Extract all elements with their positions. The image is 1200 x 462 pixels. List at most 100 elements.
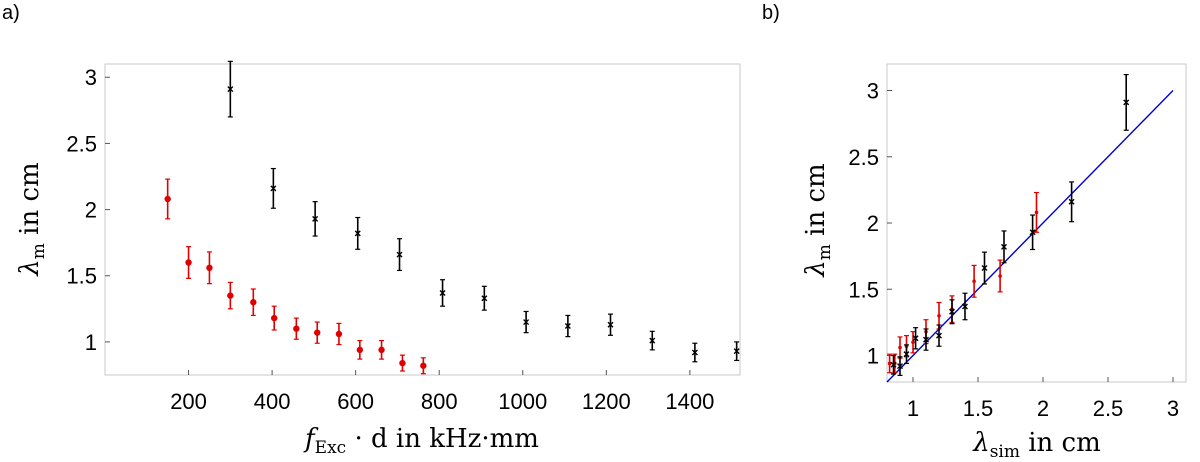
data-point (962, 303, 968, 310)
y-tick-label: 1 (85, 330, 97, 355)
panel-b-reference-line-group (886, 90, 1174, 383)
data-point (936, 332, 942, 339)
panel-b-x-axis-sub: sim (990, 442, 1020, 462)
data-point (897, 363, 903, 370)
series-red (164, 178, 427, 375)
x-tick-label: 1400 (665, 389, 714, 414)
y-tick-label: 2.5 (848, 145, 879, 170)
panel-b-series (887, 73, 1130, 376)
x-tick-label: 400 (254, 389, 291, 414)
x-tick-label: 800 (421, 389, 458, 414)
panel-a-x-axis-rest: · d in kHz·mm (346, 424, 539, 454)
x-tick-label: 1200 (582, 389, 631, 414)
panel-b-y-axis-var: λ (801, 260, 831, 277)
data-point (937, 313, 941, 318)
y-tick-label: 3 (85, 65, 97, 90)
x-tick-label: 600 (337, 389, 374, 414)
data-point (420, 362, 427, 369)
data-point (923, 336, 929, 343)
panel-a-x-axis-label: fExc · d in kHz·mm (303, 424, 539, 458)
panel-b-label: b) (762, 2, 780, 24)
data-point (733, 348, 740, 355)
data-point (378, 346, 385, 354)
series-red (887, 191, 1039, 374)
panel-a-y-axis-label: λm in cm (15, 162, 49, 276)
data-point (439, 289, 446, 296)
reference-line (886, 90, 1174, 383)
panel-a-label: a) (2, 2, 20, 24)
x-tick-label: 200 (170, 389, 207, 414)
series-black (227, 60, 740, 363)
panel-a-x-ticks: 200 400 600 800 1000 1200 1400 (170, 370, 714, 414)
y-tick-label: 2.5 (66, 131, 97, 156)
data-point (903, 351, 910, 358)
panel-b-x-axis-label: λsim in cm (972, 428, 1101, 462)
data-point (912, 335, 919, 342)
x-tick-label: 1000 (498, 389, 547, 414)
data-point (972, 279, 976, 284)
x-tick-label: 1 (907, 396, 919, 421)
data-point (649, 337, 656, 344)
y-tick-label: 2 (85, 198, 97, 223)
data-point (911, 340, 915, 345)
data-point (1034, 210, 1039, 215)
panel-a: a) 1 1.5 2 2.5 3 200 400 600 800 1000 1200 1400 fE… (2, 2, 741, 458)
data-point (312, 215, 319, 222)
data-point (607, 321, 614, 328)
panel-b-y-axis-sub: m (815, 244, 835, 260)
panel-b-y-axis-label: λm in cm (801, 163, 835, 277)
data-point (564, 323, 571, 330)
data-point (1001, 243, 1007, 250)
panel-a-x-axis-sub: Exc (315, 438, 347, 458)
data-point (185, 259, 192, 266)
panel-a-y-axis-rest: in cm (15, 162, 45, 243)
panel-a-y-ticks: 1 1.5 2 2.5 3 (66, 65, 110, 355)
data-point (981, 265, 988, 272)
data-point (335, 330, 343, 338)
panel-a-plot-area (104, 63, 741, 376)
data-point (270, 314, 278, 322)
data-point (399, 359, 406, 367)
data-point (354, 230, 361, 237)
x-tick-label: 1.5 (963, 396, 994, 421)
data-point (1123, 99, 1130, 106)
y-tick-label: 1.5 (66, 264, 97, 289)
data-point (227, 86, 234, 93)
data-point (270, 185, 277, 192)
data-point (481, 295, 488, 302)
data-point (356, 346, 364, 354)
data-point (293, 325, 300, 332)
panel-b: b) 11.522.53 1 1.5 2 2.5 3 λsim in cm λm in … (762, 2, 1187, 462)
series-black (890, 73, 1130, 376)
panel-b-y-ticks: 1 1.5 2 2.5 3 (848, 79, 892, 369)
panel-b-y-axis-rest: in cm (801, 163, 831, 244)
data-point (1068, 198, 1075, 205)
data-point (523, 319, 530, 326)
data-point (691, 349, 698, 356)
panel-a-y-axis-sub: m (29, 243, 49, 259)
data-point (314, 329, 321, 336)
data-point (1029, 229, 1036, 236)
x-tick-label: 3 (1167, 396, 1179, 421)
data-point (206, 264, 213, 272)
data-point (898, 345, 902, 350)
y-tick-label: 2 (867, 211, 879, 236)
x-tick-label: 2 (1037, 396, 1049, 421)
y-tick-label: 1.5 (848, 277, 879, 302)
x-tick-label: 2.5 (1093, 396, 1124, 421)
panel-a-series (164, 60, 740, 375)
data-point (164, 195, 171, 203)
y-tick-label: 3 (867, 79, 879, 104)
data-point (396, 251, 403, 258)
data-point (227, 292, 234, 299)
data-point (890, 361, 897, 368)
y-tick-label: 1 (867, 344, 879, 369)
data-point (250, 299, 257, 306)
panel-b-x-ticks: 1 1.5 2 2.5 3 (907, 377, 1179, 421)
panel-b-x-axis-var: λ (972, 428, 989, 458)
panel-a-y-axis-var: λ (15, 259, 45, 276)
data-point (949, 308, 955, 315)
data-point (887, 361, 892, 366)
data-point (998, 274, 1002, 278)
